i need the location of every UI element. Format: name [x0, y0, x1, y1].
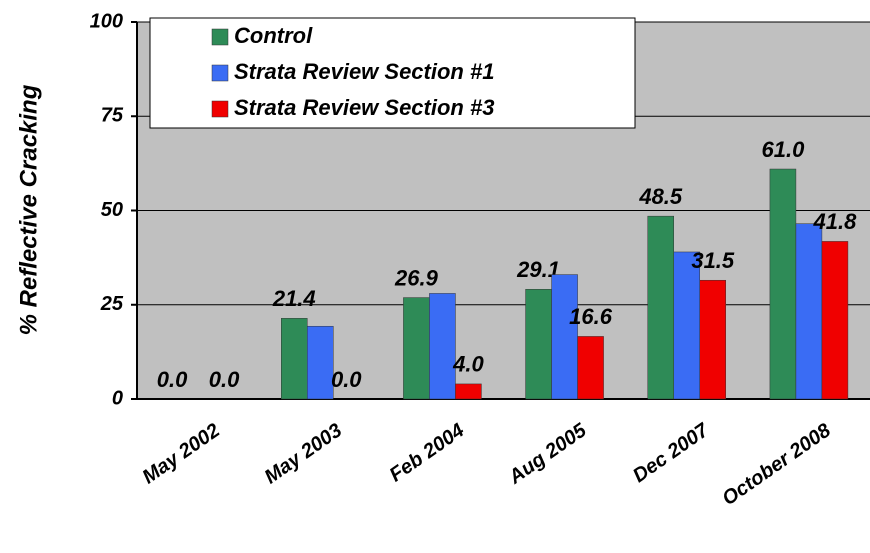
- legend-label: Strata Review Section #3: [234, 95, 494, 120]
- bar: [577, 336, 604, 400]
- x-tick-label: October 2008: [718, 419, 835, 510]
- bar: [455, 383, 482, 400]
- value-label: 0.0: [209, 367, 240, 392]
- bar: [821, 241, 849, 400]
- x-tick-label: Dec 2007: [629, 419, 713, 487]
- y-tick-label: 50: [101, 199, 123, 221]
- legend-label: Control: [234, 23, 313, 48]
- y-tick-label: 25: [100, 293, 124, 315]
- value-label: 0.0: [157, 367, 188, 392]
- value-label: 41.8: [813, 209, 858, 234]
- legend-box: [149, 17, 636, 129]
- bar: [281, 318, 308, 400]
- legend-swatch: [211, 28, 229, 46]
- bar: [699, 279, 726, 400]
- bar: [673, 251, 700, 400]
- x-tick-label: May 2002: [138, 419, 223, 488]
- bar: [647, 215, 674, 400]
- bar: [525, 289, 552, 400]
- value-label: 0.0: [331, 367, 362, 392]
- value-label: 48.5: [638, 184, 683, 209]
- bar: [551, 274, 578, 400]
- bar: [429, 293, 456, 400]
- legend-swatch: [211, 64, 229, 82]
- value-label: 4.0: [452, 352, 484, 377]
- y-tick-label: 0: [112, 387, 123, 409]
- value-label: 16.6: [569, 304, 613, 329]
- x-tick-label: May 2003: [261, 419, 346, 488]
- bar: [307, 325, 334, 400]
- x-tick-label: Feb 2004: [386, 419, 469, 486]
- value-label: 61.0: [762, 137, 806, 162]
- value-label: 26.9: [394, 265, 439, 290]
- value-label: 21.4: [272, 286, 316, 311]
- y-tick-label: 75: [101, 105, 124, 127]
- x-tick-label: Aug 2005: [504, 419, 591, 489]
- bar: [403, 297, 430, 400]
- value-label: 31.5: [691, 248, 735, 273]
- y-axis-label: % Reflective Cracking: [15, 84, 42, 335]
- bar: [769, 168, 797, 400]
- y-tick-label: 100: [90, 10, 123, 32]
- legend-swatch: [211, 100, 229, 118]
- legend-label: Strata Review Section #1: [234, 59, 494, 84]
- bar: [795, 223, 823, 400]
